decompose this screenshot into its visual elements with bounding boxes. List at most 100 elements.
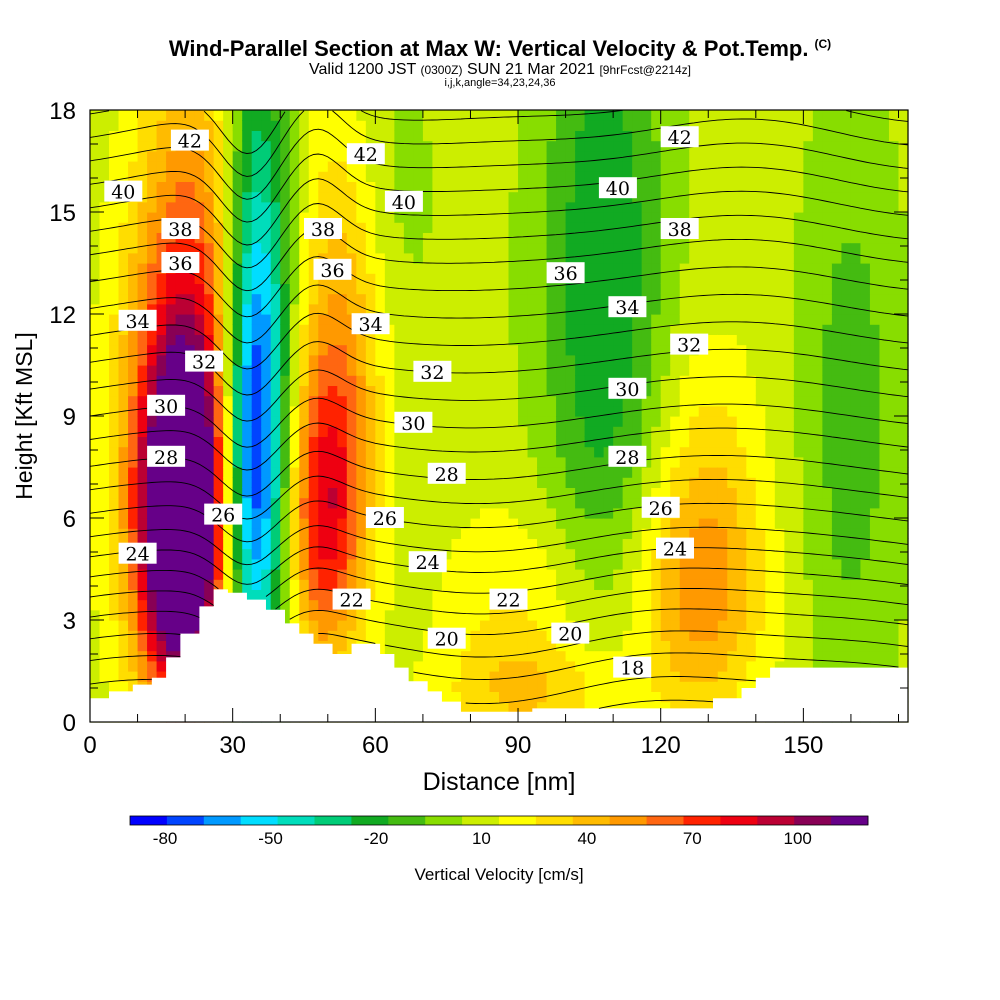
velocity-cell: [451, 385, 462, 397]
velocity-cell: [698, 426, 709, 437]
velocity-cell: [565, 283, 576, 295]
velocity-cell: [280, 140, 291, 152]
velocity-cell: [299, 181, 310, 193]
velocity-cell: [213, 375, 224, 386]
velocity-cell: [422, 222, 434, 233]
velocity-cell: [166, 497, 177, 509]
velocity-cell: [641, 181, 652, 193]
velocity-cell: [308, 538, 319, 550]
velocity-cell: [470, 630, 481, 641]
velocity-cell: [499, 609, 510, 621]
velocity-cell: [793, 314, 804, 325]
velocity-cell: [194, 171, 205, 182]
velocity-cell: [546, 375, 557, 386]
velocity-cell: [432, 222, 443, 233]
velocity-cell: [575, 681, 586, 692]
velocity-cell: [403, 599, 414, 611]
velocity-cell: [822, 385, 833, 397]
velocity-cell: [841, 324, 852, 335]
velocity-cell: [166, 528, 177, 539]
velocity-cell: [109, 334, 120, 346]
velocity-cell: [736, 375, 747, 386]
velocity-cell: [451, 671, 462, 682]
velocity-cell: [508, 232, 519, 244]
velocity-cell: [537, 599, 548, 611]
velocity-cell: [850, 283, 862, 295]
velocity-cell: [413, 130, 424, 142]
velocity-cell: [860, 130, 871, 142]
velocity-cell: [470, 273, 481, 284]
velocity-cell: [356, 171, 367, 182]
velocity-cell: [527, 640, 538, 652]
velocity-cell: [822, 283, 833, 295]
velocity-cell: [869, 375, 881, 386]
velocity-cell: [356, 344, 367, 356]
velocity-cell: [137, 477, 148, 488]
velocity-cell: [565, 171, 576, 182]
velocity-cell: [375, 181, 386, 193]
velocity-cell: [784, 263, 795, 274]
velocity-cell: [479, 497, 491, 509]
velocity-cell: [527, 416, 538, 427]
velocity-cell: [147, 609, 158, 621]
velocity-cell: [689, 497, 700, 509]
velocity-cell: [280, 405, 291, 417]
velocity-cell: [698, 599, 709, 611]
velocity-cell: [270, 252, 281, 264]
velocity-cell: [137, 405, 148, 417]
velocity-cell: [489, 375, 500, 386]
velocity-cell: [460, 314, 472, 325]
velocity-cell: [109, 130, 120, 142]
velocity-cell: [869, 599, 881, 611]
velocity-cell: [375, 416, 386, 427]
velocity-cell: [613, 110, 624, 121]
velocity-cell: [175, 242, 186, 254]
velocity-cell: [499, 548, 510, 560]
velocity-cell: [384, 293, 395, 305]
velocity-cell: [774, 446, 785, 458]
velocity-cell: [575, 385, 586, 397]
velocity-cell: [727, 467, 738, 478]
velocity-cell: [318, 548, 329, 560]
velocity-cell: [622, 120, 633, 131]
velocity-cell: [537, 467, 548, 478]
velocity-cell: [594, 467, 605, 478]
velocity-cell: [831, 538, 843, 550]
velocity-cell: [746, 161, 757, 172]
velocity-cell: [327, 283, 338, 295]
velocity-cell: [242, 303, 253, 315]
velocity-cell: [289, 201, 300, 213]
velocity-cell: [575, 497, 586, 509]
velocity-cell: [175, 150, 186, 162]
velocity-cell: [299, 385, 310, 397]
velocity-cell: [717, 212, 728, 223]
velocity-cell: [594, 161, 605, 172]
velocity-cell: [527, 242, 538, 254]
velocity-cell: [204, 558, 215, 570]
velocity-cell: [261, 599, 272, 611]
velocity-cell: [137, 120, 148, 131]
velocity-cell: [831, 365, 843, 376]
velocity-cell: [394, 579, 405, 590]
velocity-cell: [394, 477, 405, 488]
velocity-cell: [565, 497, 576, 509]
velocity-cell: [327, 507, 338, 519]
velocity-cell: [850, 140, 862, 152]
velocity-cell: [299, 242, 310, 254]
velocity-cell: [869, 436, 881, 448]
velocity-cell: [261, 375, 272, 386]
velocity-cell: [841, 222, 852, 233]
velocity-cell: [670, 579, 681, 590]
velocity-cell: [594, 263, 605, 274]
velocity-cell: [565, 161, 576, 172]
velocity-cell: [194, 232, 205, 244]
velocity-cell: [451, 334, 462, 346]
velocity-cell: [860, 324, 871, 335]
velocity-cell: [156, 283, 167, 295]
velocity-cell: [346, 569, 357, 580]
velocity-cell: [337, 303, 348, 315]
velocity-cell: [803, 477, 814, 488]
velocity-cell: [822, 640, 833, 652]
velocity-cell: [594, 436, 605, 448]
velocity-cell: [318, 201, 329, 213]
